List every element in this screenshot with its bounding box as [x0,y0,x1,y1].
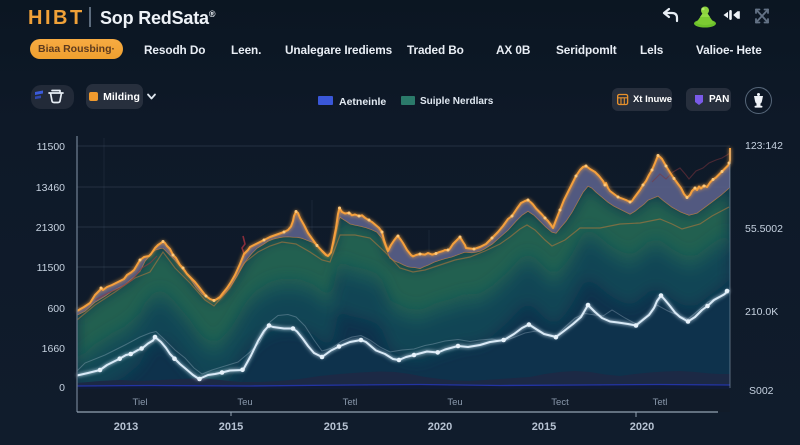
svg-text:2015: 2015 [219,421,243,433]
svg-text:21300: 21300 [36,222,65,234]
svg-text:Tetl: Tetl [343,397,358,408]
svg-text:Tiel: Tiel [133,397,148,408]
svg-text:13460: 13460 [36,182,65,194]
svg-text:Teu: Teu [447,397,462,408]
svg-text:2020: 2020 [428,421,452,433]
svg-text:2020: 2020 [630,421,654,433]
svg-text:2015: 2015 [532,421,556,433]
svg-text:123:142: 123:142 [745,140,783,152]
svg-text:Tetl: Tetl [653,397,668,408]
svg-text:1660: 1660 [42,343,66,355]
svg-text:2015: 2015 [324,421,348,433]
svg-text:11500: 11500 [37,262,66,274]
svg-text:0: 0 [59,382,65,394]
svg-text:S002: S002 [749,385,774,397]
svg-text:600: 600 [47,303,65,315]
svg-text:11500: 11500 [37,141,66,153]
svg-text:210.0K: 210.0K [745,306,778,318]
svg-text:Teu: Teu [237,397,252,408]
svg-text:55.5002: 55.5002 [745,223,783,235]
svg-text:2013: 2013 [114,421,138,433]
svg-text:Tect: Tect [551,397,569,408]
